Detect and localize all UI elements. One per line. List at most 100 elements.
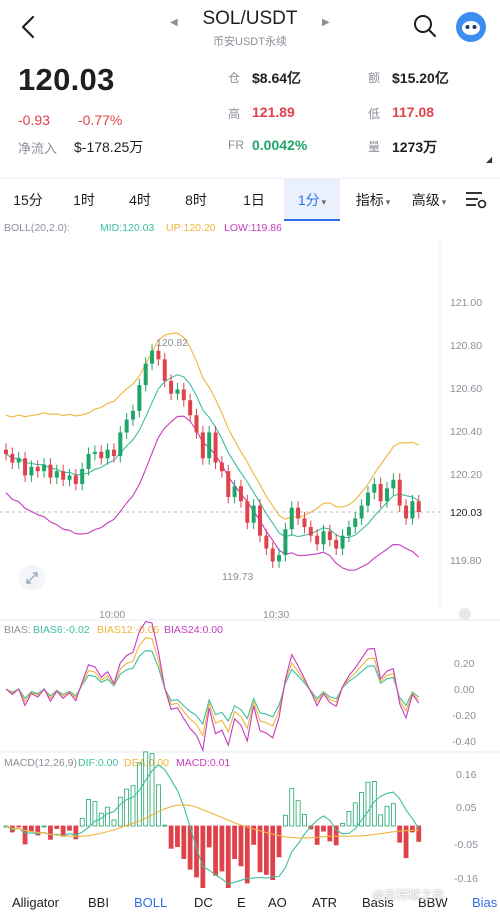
macd-bar (295, 800, 301, 827)
tab-indicators[interactable]: 指标 ▾ (355, 192, 391, 208)
macd-bar (136, 762, 142, 827)
y-tick: 120.20 (450, 469, 482, 481)
candle-body (353, 518, 358, 528)
macd-bar (346, 811, 352, 827)
macd-bar (149, 753, 155, 827)
chart-settings-icon[interactable] (464, 190, 488, 210)
stat-label-volume: 量 (368, 140, 381, 154)
macd-bar (340, 823, 345, 827)
bias-legend-12: BIAS12:-0.05 (97, 624, 160, 636)
macd-bar (416, 825, 422, 842)
tab-dc[interactable]: DC (194, 895, 213, 910)
macd-bar (60, 825, 66, 837)
macd-bar (327, 825, 333, 842)
macd-bar (359, 792, 365, 827)
macd-bar (365, 781, 371, 827)
chevron-right-icon[interactable]: ▶ (322, 17, 330, 28)
macd-bar (409, 825, 415, 833)
macd-bar (251, 825, 257, 845)
candle-body (188, 400, 193, 416)
boll-legend-mid: MID:120.03 (100, 222, 154, 234)
watermark: @吉祥球之市 (372, 888, 445, 902)
macd-bar (181, 825, 187, 859)
indicator-tabs: Alligator BBI BOLL DC E AO ATR Basis BBW… (0, 888, 500, 916)
candle-body (378, 484, 383, 502)
kline-chart[interactable]: BOLL(20,2.0): MID:120.03 UP:120.20 LOW:1… (0, 218, 500, 888)
tab-atr[interactable]: ATR (312, 895, 338, 910)
stat-value-oi: $8.64亿 (252, 70, 302, 86)
candle-body (105, 449, 110, 459)
macd-bar (200, 825, 206, 888)
macd-bars (3, 751, 422, 888)
page-title[interactable]: SOL/USDT (202, 8, 298, 29)
tab-bbw[interactable]: BBW (418, 895, 448, 910)
macd-bar (48, 825, 53, 840)
x-tick: 10:30 (263, 609, 289, 621)
tab-bias[interactable]: Bias (472, 895, 498, 910)
tab-15m[interactable]: 15分 (13, 192, 43, 208)
tab-alligator[interactable]: Alligator (12, 895, 59, 910)
candle-body (175, 389, 180, 394)
tab-1d[interactable]: 1日 (243, 192, 265, 208)
tab-basis[interactable]: Basis (362, 895, 394, 910)
candle-body (80, 469, 85, 485)
macd-bar (92, 801, 98, 827)
macd-bar (263, 825, 269, 875)
bias12-line (5, 636, 420, 738)
expand-corner-icon[interactable]: ◢ (486, 155, 493, 164)
macd-bar (194, 825, 199, 878)
bias-lines (5, 620, 420, 753)
stat-label-turnover: 额 (368, 71, 381, 85)
y-tick: 119.80 (450, 555, 481, 567)
tab-boll[interactable]: BOLL (134, 895, 168, 910)
fullscreen-icon[interactable] (19, 565, 45, 591)
candle-body (397, 479, 402, 506)
y-tick: 121.00 (450, 297, 482, 309)
candle-body (137, 385, 142, 411)
tab-4h[interactable]: 4时 (129, 192, 151, 208)
candle-body (327, 531, 332, 540)
tab-ao[interactable]: AO (268, 895, 287, 910)
macd-bar (86, 799, 91, 827)
stat-label-funding: FR (228, 138, 244, 152)
low-price-label: 119.73 (222, 571, 253, 583)
macd-bar (384, 805, 390, 827)
tab-8h[interactable]: 8时 (185, 192, 207, 208)
macd-bar (105, 806, 110, 827)
tab-e[interactable]: E (237, 895, 246, 910)
candle-body (194, 415, 199, 433)
candle-body (245, 501, 250, 523)
avatar-icon[interactable] (456, 12, 486, 42)
tab-bbi[interactable]: BBI (88, 895, 109, 910)
stat-label-high: 高 (228, 107, 241, 121)
chevron-left-icon[interactable]: ◀ (170, 17, 178, 28)
candle-body (73, 475, 78, 485)
candle-body (270, 548, 275, 562)
candle-body (404, 505, 409, 519)
macd-bar (270, 825, 276, 880)
page-subtitle: 币安USDT永续 (213, 36, 287, 48)
candle-body (226, 471, 231, 497)
macd-bar (352, 802, 358, 827)
candle-body (315, 535, 320, 545)
candle-body (308, 527, 313, 536)
bias-legend-24: BIAS24:0.00 (164, 624, 223, 636)
boll-legend-low: LOW:119.86 (224, 222, 282, 234)
search-icon[interactable] (412, 13, 438, 39)
candle-body (42, 464, 47, 472)
tab-1m[interactable]: 1分 ▾ (284, 179, 340, 221)
candle-body (232, 486, 237, 497)
high-price-label: 120.82 (156, 337, 188, 349)
candle-body (416, 501, 421, 512)
macd-bar (28, 825, 34, 832)
candle-body (99, 451, 104, 459)
candle-body (251, 505, 256, 523)
tab-advanced[interactable]: 高级 ▾ (411, 192, 447, 208)
scroll-end-icon[interactable] (459, 608, 471, 620)
candle-body (111, 449, 116, 457)
y-tick: 120.80 (450, 340, 482, 352)
back-arrow-icon[interactable] (14, 12, 44, 42)
tab-1h[interactable]: 1时 (73, 192, 95, 208)
macd-bar (130, 785, 136, 827)
macd-bar (16, 825, 22, 828)
